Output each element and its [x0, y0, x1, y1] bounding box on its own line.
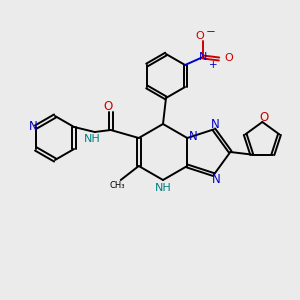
Text: O: O	[225, 53, 233, 63]
Text: N: N	[199, 52, 207, 62]
Text: −: −	[206, 25, 216, 38]
Text: NH: NH	[83, 134, 100, 144]
Text: N: N	[28, 119, 37, 133]
Text: N: N	[189, 130, 198, 142]
Text: O: O	[260, 110, 269, 124]
Text: NH: NH	[154, 183, 171, 193]
Text: +: +	[209, 60, 218, 70]
Text: CH₃: CH₃	[109, 181, 124, 190]
Text: O: O	[103, 100, 112, 112]
Text: N: N	[212, 173, 220, 186]
Text: N: N	[211, 118, 219, 131]
Text: O: O	[196, 31, 204, 41]
